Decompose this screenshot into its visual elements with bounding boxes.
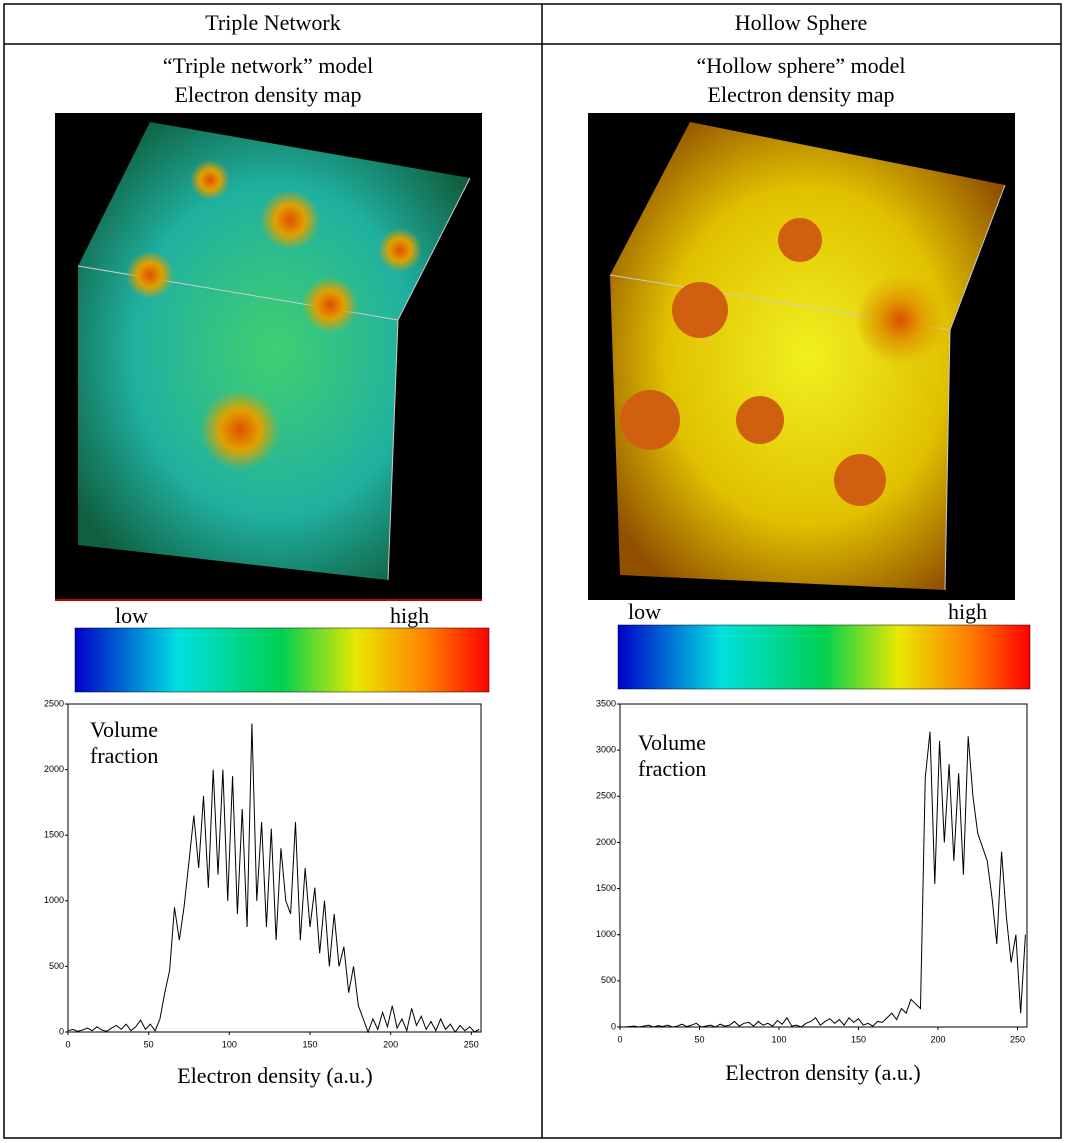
y-tick-label: 3000 xyxy=(596,745,616,755)
plot-frame xyxy=(67,703,482,1033)
y-tick-label: 2000 xyxy=(44,764,64,774)
column-header: Triple Network xyxy=(205,10,340,35)
y-tick-label: 0 xyxy=(611,1021,616,1031)
caption: Electron density map xyxy=(175,82,362,107)
x-tick-label: 250 xyxy=(1010,1034,1025,1044)
plot-frame xyxy=(619,703,1028,1028)
x-tick-label: 200 xyxy=(383,1039,398,1049)
annotation: fraction xyxy=(638,756,706,781)
x-axis-label: Electron density (a.u.) xyxy=(725,1060,921,1085)
y-tick-label: 3500 xyxy=(596,698,616,708)
data-line xyxy=(67,723,480,1034)
x-tick-label: 0 xyxy=(617,1034,622,1044)
density-render xyxy=(55,113,482,601)
data-line xyxy=(620,731,1026,1028)
density-render xyxy=(588,113,1015,600)
x-tick-label: 250 xyxy=(464,1039,479,1049)
y-tick-label: 500 xyxy=(601,975,616,985)
annotation: Volume xyxy=(638,730,706,755)
y-tick-label: 1000 xyxy=(596,929,616,939)
x-tick-label: 50 xyxy=(694,1034,704,1044)
column-header: Hollow Sphere xyxy=(735,10,868,35)
colorbar-label: high xyxy=(390,603,429,628)
x-tick-label: 100 xyxy=(771,1034,786,1044)
colorbar-label: low xyxy=(628,599,661,624)
y-tick-label: 1000 xyxy=(44,895,64,905)
y-tick-label: 2000 xyxy=(596,837,616,847)
caption: “Triple network” model xyxy=(163,53,374,78)
y-tick-label: 2500 xyxy=(44,698,64,708)
caption: “Hollow sphere” model xyxy=(697,53,906,78)
x-tick-label: 100 xyxy=(222,1039,237,1049)
table-border xyxy=(3,3,1062,1139)
x-tick-label: 50 xyxy=(144,1039,154,1049)
colorbar xyxy=(617,624,1031,690)
annotation: Volume xyxy=(90,717,158,742)
colorbar xyxy=(74,627,490,693)
x-tick-label: 150 xyxy=(302,1039,317,1049)
x-tick-label: 200 xyxy=(930,1034,945,1044)
colorbar-label: high xyxy=(948,599,987,624)
annotation: fraction xyxy=(90,743,158,768)
y-tick-label: 1500 xyxy=(596,883,616,893)
y-tick-label: 0 xyxy=(59,1026,64,1036)
x-tick-label: 0 xyxy=(65,1039,70,1049)
y-tick-label: 500 xyxy=(49,961,64,971)
colorbar-label: low xyxy=(115,603,148,628)
x-axis-label: Electron density (a.u.) xyxy=(177,1063,373,1088)
y-tick-label: 2500 xyxy=(596,791,616,801)
x-tick-label: 150 xyxy=(851,1034,866,1044)
y-tick-label: 1500 xyxy=(44,830,64,840)
caption: Electron density map xyxy=(708,82,895,107)
